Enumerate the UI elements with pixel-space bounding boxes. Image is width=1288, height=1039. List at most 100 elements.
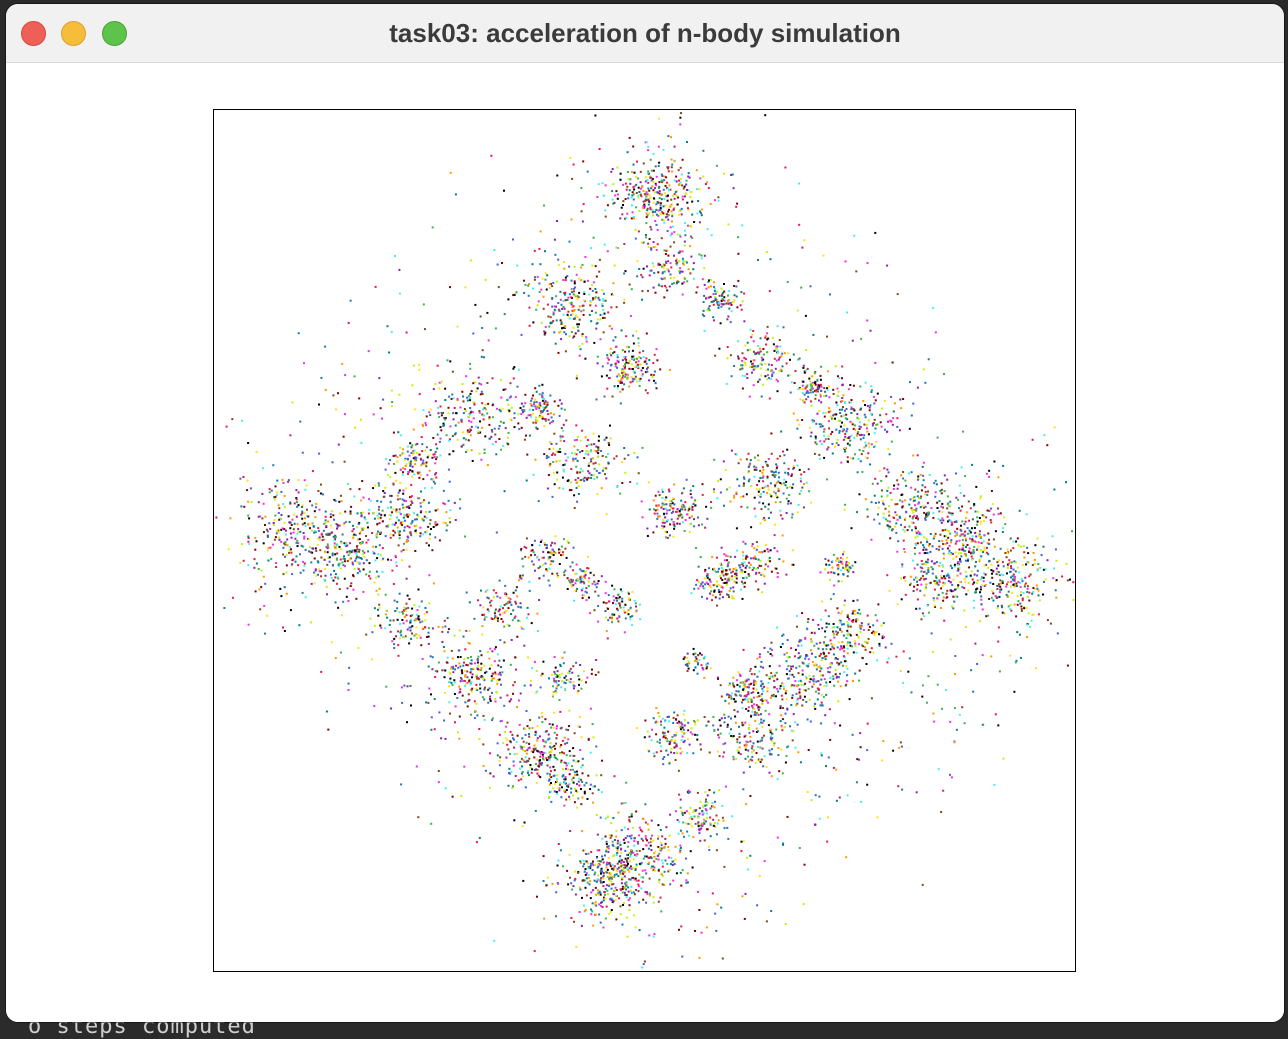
particle <box>328 556 331 559</box>
particle <box>843 660 846 663</box>
particle <box>827 446 830 449</box>
particle <box>913 499 916 502</box>
particle <box>823 456 826 459</box>
particle <box>787 374 790 377</box>
particle <box>553 413 555 416</box>
particle <box>946 503 949 506</box>
particle <box>764 485 767 488</box>
particle <box>392 482 395 485</box>
particle <box>595 445 598 448</box>
particle <box>824 609 827 612</box>
particle <box>381 570 384 573</box>
particle <box>841 610 844 613</box>
particle <box>643 205 646 208</box>
particle <box>528 324 531 327</box>
particle <box>335 558 338 561</box>
particle <box>624 350 627 353</box>
particle <box>759 362 762 365</box>
particle <box>654 191 657 194</box>
particle <box>750 682 752 685</box>
particle <box>377 482 380 485</box>
particle <box>734 693 737 696</box>
particle <box>800 473 803 476</box>
particle <box>559 298 562 301</box>
particle <box>746 377 749 379</box>
particle <box>632 370 635 373</box>
particle <box>818 453 821 456</box>
particle <box>549 755 552 758</box>
particle <box>436 508 439 511</box>
particle <box>967 589 970 592</box>
particle <box>537 774 540 777</box>
particle <box>849 384 852 386</box>
particle <box>637 344 640 347</box>
particle <box>906 529 909 532</box>
particle <box>546 487 549 490</box>
minimize-button[interactable] <box>61 21 86 46</box>
particle <box>759 477 762 480</box>
particle <box>540 712 543 714</box>
particle <box>625 361 628 364</box>
particle <box>427 642 430 645</box>
maximize-button[interactable] <box>102 21 127 46</box>
particle <box>281 478 284 481</box>
particle <box>338 545 341 548</box>
particle <box>846 460 849 463</box>
particle <box>865 424 868 427</box>
particle <box>448 680 451 683</box>
particle <box>645 357 648 360</box>
particle <box>528 727 531 730</box>
particle <box>320 575 323 578</box>
particle <box>887 657 890 660</box>
particle <box>758 488 761 491</box>
particle <box>991 572 993 575</box>
particle <box>614 336 617 339</box>
particle <box>376 514 379 517</box>
particle <box>809 435 812 438</box>
particle <box>997 605 999 608</box>
particle <box>600 487 603 490</box>
particle <box>947 552 950 555</box>
particle <box>655 175 658 178</box>
close-button[interactable] <box>21 21 46 46</box>
particle <box>762 475 765 478</box>
title-bar[interactable]: task03: acceleration of n-body simulatio… <box>6 4 1284 63</box>
particle <box>991 590 994 593</box>
particle <box>680 499 683 502</box>
particle <box>633 371 636 374</box>
particle <box>550 726 553 729</box>
particle <box>710 234 713 237</box>
particle <box>657 490 660 493</box>
particle <box>959 509 962 512</box>
particle <box>815 388 818 391</box>
particle <box>937 548 940 551</box>
particle <box>637 337 640 340</box>
particle <box>348 550 351 553</box>
particle <box>837 390 840 393</box>
particle <box>399 497 402 500</box>
particle <box>663 264 666 267</box>
particle <box>927 544 930 547</box>
particle <box>682 263 685 266</box>
particle <box>966 543 969 546</box>
particle <box>600 313 603 316</box>
particle <box>669 504 672 507</box>
particle <box>609 424 611 427</box>
particle <box>597 449 600 452</box>
particle <box>773 357 776 360</box>
particle <box>1026 587 1029 590</box>
particle <box>883 467 886 470</box>
particle <box>506 399 509 402</box>
particle <box>620 378 623 381</box>
particle <box>995 573 998 576</box>
particle <box>302 532 305 534</box>
particle <box>886 430 888 433</box>
particle <box>541 399 544 402</box>
particle <box>835 428 838 431</box>
particle <box>605 467 608 470</box>
particle <box>260 569 263 572</box>
particle <box>572 457 575 460</box>
particle <box>454 519 457 521</box>
particle <box>483 698 486 701</box>
particle <box>934 491 937 494</box>
